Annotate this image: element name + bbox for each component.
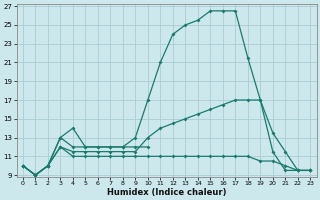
X-axis label: Humidex (Indice chaleur): Humidex (Indice chaleur) bbox=[107, 188, 226, 197]
